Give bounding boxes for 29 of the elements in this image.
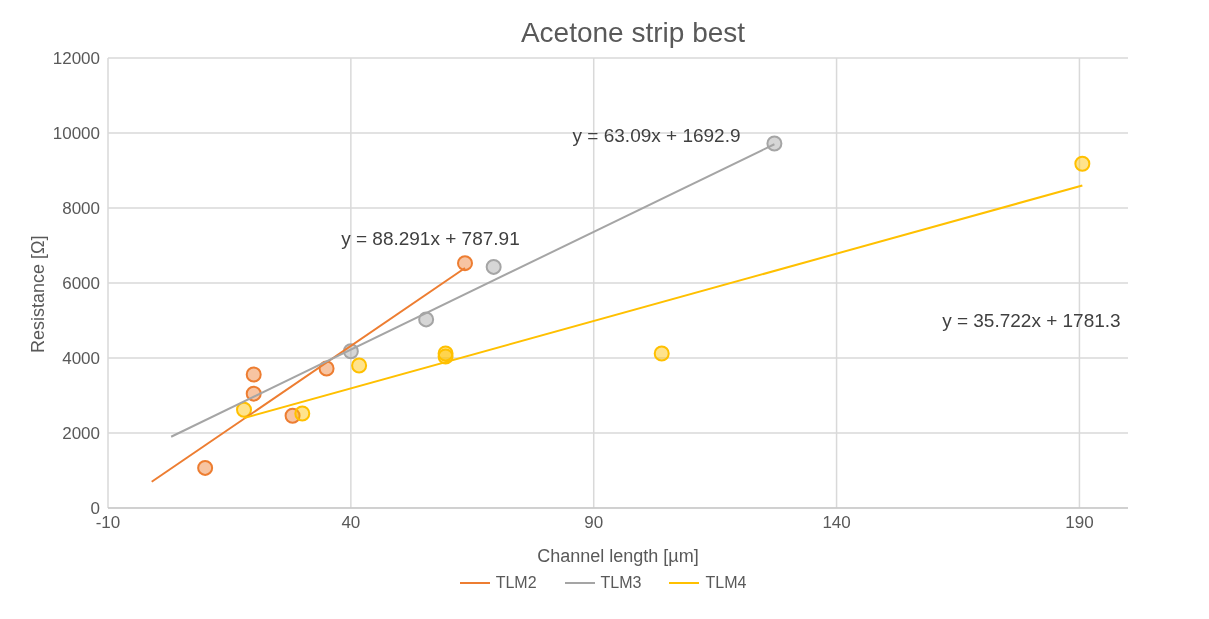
point <box>485 258 502 275</box>
point <box>294 405 311 422</box>
x-tick-label: 90 <box>584 513 604 533</box>
legend-label: TLM4 <box>705 574 747 592</box>
y-axis-title: Resistance [Ω] <box>28 235 49 353</box>
x-tick-label: 40 <box>341 513 361 533</box>
annotation: y = 88.291x + 787.91 <box>341 227 520 249</box>
y-tick-label: 4000 <box>62 349 100 369</box>
annotation: y = 63.09x + 1692.9 <box>572 124 741 146</box>
point <box>351 357 368 374</box>
x-axis-title: Channel length [µm] <box>537 546 699 566</box>
x-tick-label: 190 <box>1065 513 1094 533</box>
legend-label: TLM3 <box>600 574 642 592</box>
y-tick-label: 12000 <box>52 49 100 69</box>
point <box>457 255 473 272</box>
point <box>236 401 252 418</box>
y-tick-label: 2000 <box>62 424 100 444</box>
point <box>245 366 262 383</box>
point <box>766 135 783 152</box>
chart-title: Acetone strip best <box>520 17 746 48</box>
y-tick-label: 10000 <box>52 124 100 144</box>
legend-label: TLM2 <box>495 574 537 592</box>
y-tick-label: 8000 <box>62 199 100 219</box>
x-tick-label: 140 <box>822 513 851 533</box>
point <box>1074 155 1091 172</box>
point <box>653 345 670 362</box>
point <box>197 459 214 476</box>
y-tick-label: 6000 <box>62 274 100 294</box>
annotation: y = 35.722x + 1781.3 <box>942 310 1121 332</box>
